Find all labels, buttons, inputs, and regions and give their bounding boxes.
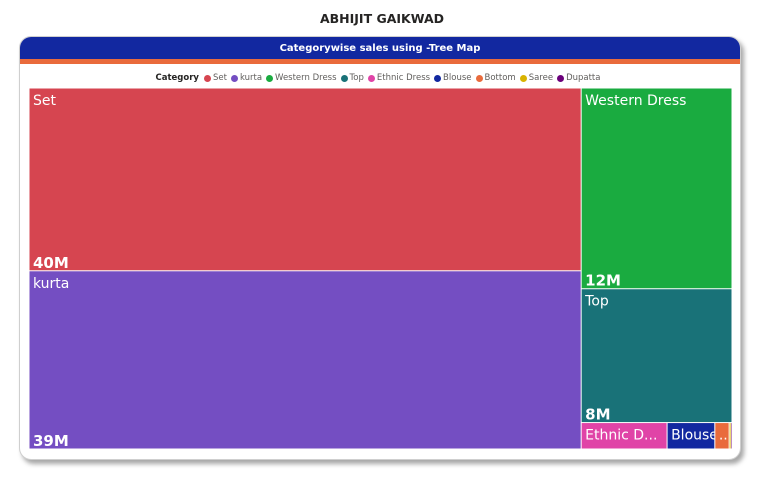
legend-label: Bottom: [484, 73, 516, 83]
legend-marker: [557, 74, 565, 82]
treemap-value-label: 39M: [33, 432, 69, 449]
legend-marker: [230, 74, 238, 82]
treemap-rect[interactable]: [729, 423, 731, 449]
legend: Category Set kurta Western Dress Top Ethnic …: [20, 73, 740, 83]
legend-label: Set: [212, 73, 227, 83]
card-title: Categorywise sales using -Tree Map: [279, 42, 481, 54]
legend-label: Blouse: [443, 73, 472, 83]
treemap-rect[interactable]: [581, 423, 667, 449]
legend-item-dupatta[interactable]: Dupatta: [557, 73, 600, 83]
legend-marker: [340, 74, 348, 82]
treemap-value-label: 40M: [33, 254, 69, 272]
treemap-label: Blouse: [671, 428, 718, 444]
treemap-tile-ethnic-dress[interactable]: Ethnic D...: [581, 423, 667, 449]
treemap-tile-kurta[interactable]: kurta 39M: [29, 271, 581, 449]
treemap-tile-bottom[interactable]: ...: [715, 423, 732, 449]
legend-title: Category: [155, 73, 199, 83]
legend-item-kurta[interactable]: kurta: [230, 73, 263, 83]
legend-item-ethnic-dress[interactable]: Ethnic Dress: [367, 73, 431, 83]
treemap-tile-top[interactable]: Top 8M: [581, 289, 732, 424]
card-accent-bar: [20, 59, 740, 64]
legend-marker: [434, 74, 442, 82]
treemap-rect[interactable]: [715, 423, 729, 449]
treemap-tile-set[interactable]: Set 40M: [29, 88, 581, 272]
legend-label: Ethnic Dress: [376, 73, 431, 83]
legend-item-top[interactable]: Top: [340, 73, 364, 83]
legend-marker: [519, 74, 527, 82]
legend-label: Saree: [528, 73, 554, 83]
treemap-label: Top: [584, 294, 609, 310]
treemap-rect[interactable]: [581, 88, 732, 289]
legend-label: Top: [349, 73, 364, 83]
treemap-value-label: 12M: [585, 272, 621, 290]
card-header: Categorywise sales using -Tree Map: [20, 37, 740, 59]
treemap-rect[interactable]: [667, 423, 715, 449]
treemap-rect[interactable]: [29, 271, 581, 449]
treemap-label: Western Dress: [585, 93, 686, 109]
legend-label: Western Dress: [275, 73, 337, 83]
legend-marker: [475, 74, 483, 82]
treemap-label: Set: [33, 93, 57, 109]
legend-item-bottom[interactable]: Bottom: [475, 73, 516, 83]
treemap-label: Ethnic D...: [585, 428, 657, 444]
legend-item-saree[interactable]: Saree: [519, 73, 554, 83]
legend-marker: [367, 74, 375, 82]
treemap-card: Categorywise sales using -Tree Map Categ…: [19, 36, 741, 460]
legend-marker: [203, 74, 211, 82]
legend-label: kurta: [239, 73, 263, 83]
legend-label: Dupatta: [566, 73, 601, 83]
page-title: ABHIJIT GAIKWAD: [319, 11, 445, 26]
treemap-tile-western-dress[interactable]: Western Dress 12M: [581, 88, 732, 290]
treemap-label: kurta: [33, 276, 69, 292]
legend-item-western-dress[interactable]: Western Dress: [266, 73, 337, 83]
treemap-tile-blouse[interactable]: Blouse: [667, 423, 718, 449]
legend-item-set[interactable]: Set: [203, 73, 227, 83]
treemap-tile-saree[interactable]: [729, 423, 731, 449]
treemap-rect[interactable]: [581, 289, 732, 423]
treemap-label: ...: [719, 428, 732, 444]
treemap-chart: Set 40M kurta 39M Western Dress 12M Top 8M Ethni…: [29, 88, 732, 449]
treemap-rect[interactable]: [29, 88, 581, 271]
treemap-value-label: 8M: [585, 406, 610, 424]
legend-item-blouse[interactable]: Blouse: [434, 73, 472, 83]
legend-marker: [266, 74, 274, 82]
